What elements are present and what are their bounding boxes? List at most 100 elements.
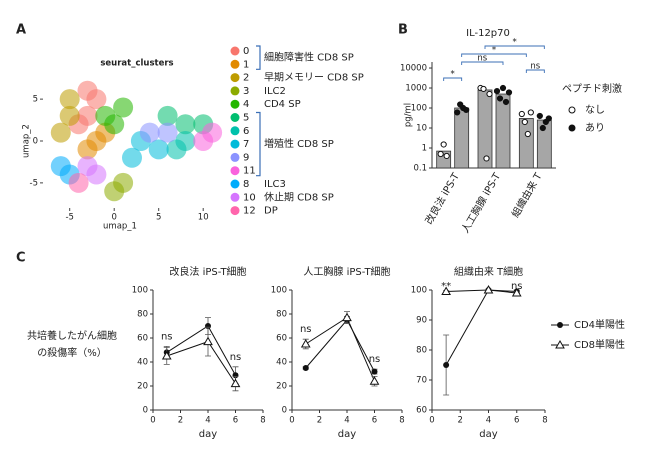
x-tick-label: 8 (399, 416, 404, 426)
line-marker (483, 284, 494, 294)
y-tick-label: 20 (276, 382, 287, 392)
x-axis-label: day (338, 429, 356, 440)
legend-swatch (230, 86, 240, 96)
x-axis-label: day (479, 429, 497, 440)
legend-swatch (230, 206, 240, 216)
umap-point (113, 172, 134, 193)
significance-label: ** (441, 281, 451, 292)
legend-swatch (230, 166, 240, 176)
panel-letter: A (16, 23, 26, 38)
legend-label: 12 (243, 206, 256, 217)
y-tick-label: 100 (411, 286, 427, 296)
x-tick-label: 改良法 iPS-T (422, 170, 462, 227)
umap-point (175, 131, 196, 151)
data-point (518, 110, 525, 118)
legend-label: CD4単陽性 (574, 318, 625, 331)
umap-point (148, 139, 169, 160)
legend-marker (568, 106, 576, 114)
data-point (527, 109, 534, 116)
umap-point (157, 122, 178, 143)
umap-point (104, 114, 125, 135)
y-tick-label: 80 (276, 310, 287, 320)
line-marker (203, 336, 213, 346)
significance-bracket (461, 53, 527, 57)
series-line (305, 316, 375, 382)
line-marker (161, 350, 172, 360)
y-tick-label: 0.1 (413, 164, 427, 174)
y-tick-label: 80 (137, 310, 148, 320)
data-point (505, 89, 513, 96)
significance-label: ns (230, 352, 242, 363)
y-tick-label: 0 (33, 137, 38, 147)
legend-swatch (230, 179, 240, 189)
legend-marker (568, 124, 576, 132)
data-point (545, 115, 552, 122)
legend-label: 8 (243, 179, 249, 190)
x-tick-label: 2 (178, 416, 183, 426)
legend-label: 4 (243, 99, 249, 110)
legend-group-label: 細胞障害性 CD8 SP (264, 51, 354, 64)
x-tick-label: 2 (317, 416, 322, 426)
series-line (166, 340, 236, 384)
x-tick-label: 10 (198, 213, 209, 223)
legend-swatch (230, 99, 240, 109)
significance-label: ns (161, 331, 173, 342)
data-point (480, 85, 487, 93)
legend-label: 5 (243, 113, 249, 124)
data-point (440, 141, 447, 148)
legend-group-label: 早期メモリー CD8 SP (264, 72, 364, 84)
x-tick-label: 0 (111, 213, 116, 223)
y-axis-label: umap_2 (22, 124, 32, 158)
umap-point (50, 122, 71, 143)
y-axis-label: の殺傷率（%） (37, 346, 107, 359)
y-tick-label: 1000 (405, 84, 427, 94)
y-tick-label: 0 (143, 406, 148, 416)
bar (454, 107, 470, 169)
legend-swatch (230, 126, 240, 136)
y-tick-label: 0 (282, 406, 287, 416)
chart-title: 組織由来 T細胞 (454, 265, 523, 278)
chart-title: 改良法 iPS-T細胞 (169, 265, 246, 278)
x-tick-label: 5 (156, 213, 161, 223)
data-point (437, 150, 444, 158)
umap-point (157, 105, 178, 126)
legend-marker (557, 322, 563, 328)
x-tick-label: 6 (514, 416, 519, 426)
x-tick-label: 4 (486, 416, 491, 426)
x-tick-label: 8 (542, 416, 547, 426)
bar (495, 93, 511, 169)
significance-label: * (492, 46, 496, 56)
data-point (493, 88, 501, 95)
panel-letter: C (16, 251, 26, 266)
x-tick-label: -5 (65, 213, 73, 223)
y-axis-label: 共培養したがん細胞 (27, 329, 117, 342)
legend-swatch (230, 59, 240, 69)
y-axis-label: pg/ml (404, 103, 414, 127)
x-tick-label: 0 (429, 416, 434, 426)
series-line (445, 289, 517, 366)
legend-label: 11 (243, 166, 256, 177)
legend-title: ペプチド刺激 (562, 82, 622, 95)
x-axis-label: umap_1 (103, 222, 137, 232)
data-point (463, 106, 470, 114)
x-tick-label: 組織由来 T (509, 170, 545, 220)
data-point (486, 90, 493, 98)
chart-title: seurat_clusters (100, 59, 173, 69)
legend-group-label: ILC3 (264, 179, 286, 190)
data-point (454, 109, 461, 116)
y-tick-label: 20 (137, 382, 148, 392)
y-tick-label: 60 (416, 406, 427, 416)
line-marker (441, 286, 451, 295)
line-marker (230, 378, 241, 388)
line-marker (369, 376, 380, 385)
legend-label: 10 (243, 192, 256, 203)
significance-label: ns (300, 324, 312, 335)
chart-title: 人工胸腺 iPS-T細胞 (303, 265, 390, 278)
bar (518, 118, 534, 169)
legend-label: 1 (243, 59, 249, 70)
legend-marker (555, 339, 565, 349)
significance-bracket (484, 45, 545, 49)
data-point (496, 95, 504, 102)
significance-label: ns (530, 62, 540, 72)
